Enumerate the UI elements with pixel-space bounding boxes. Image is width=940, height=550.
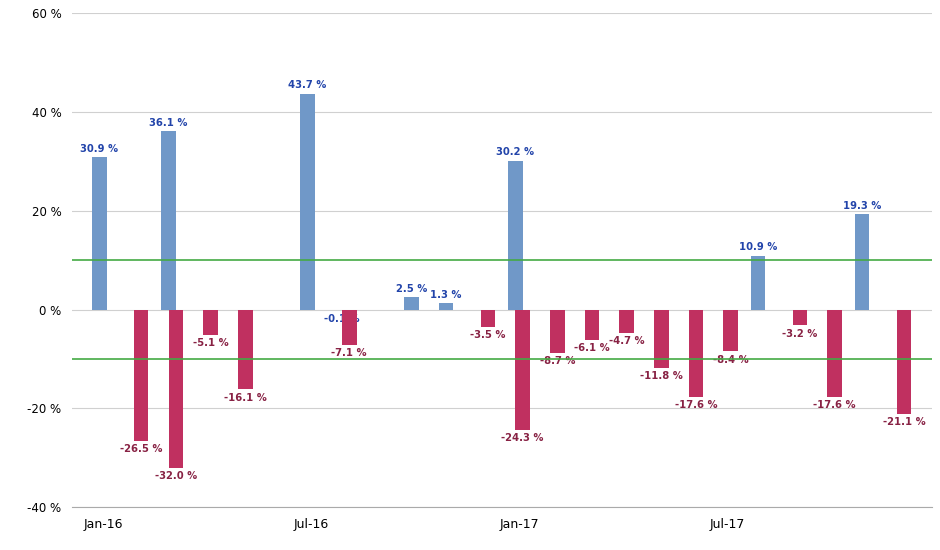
- Bar: [724, 310, 738, 351]
- Text: 19.3 %: 19.3 %: [843, 201, 882, 211]
- Text: 2.5 %: 2.5 %: [396, 284, 427, 294]
- Text: -32.0 %: -32.0 %: [155, 471, 197, 481]
- Text: 30.2 %: 30.2 %: [496, 147, 535, 157]
- Bar: [585, 310, 600, 340]
- Bar: [509, 161, 523, 310]
- Text: -8.7 %: -8.7 %: [540, 356, 575, 366]
- Bar: [827, 310, 842, 397]
- Text: -6.1 %: -6.1 %: [574, 343, 610, 353]
- Text: -4.7 %: -4.7 %: [609, 337, 645, 346]
- Text: -17.6 %: -17.6 %: [675, 400, 717, 410]
- Text: -3.5 %: -3.5 %: [470, 331, 506, 340]
- Text: -21.1 %: -21.1 %: [883, 417, 926, 427]
- Bar: [689, 310, 703, 397]
- Text: 36.1 %: 36.1 %: [149, 118, 188, 128]
- Bar: [897, 310, 912, 414]
- Bar: [162, 131, 176, 310]
- Bar: [203, 310, 218, 335]
- Bar: [342, 310, 356, 345]
- Bar: [168, 310, 183, 468]
- Bar: [550, 310, 565, 353]
- Bar: [751, 256, 765, 310]
- Text: -8.4 %: -8.4 %: [713, 355, 748, 365]
- Text: 30.9 %: 30.9 %: [80, 144, 118, 153]
- Text: -11.8 %: -11.8 %: [640, 371, 682, 381]
- Text: -17.6 %: -17.6 %: [813, 400, 856, 410]
- Text: -3.2 %: -3.2 %: [782, 329, 818, 339]
- Bar: [619, 310, 634, 333]
- Text: -16.1 %: -16.1 %: [224, 393, 267, 403]
- Text: -24.3 %: -24.3 %: [501, 433, 544, 443]
- Bar: [792, 310, 807, 326]
- Text: 43.7 %: 43.7 %: [289, 80, 326, 90]
- Text: 10.9 %: 10.9 %: [739, 243, 777, 252]
- Bar: [854, 214, 870, 310]
- Text: -0.1 %: -0.1 %: [324, 314, 360, 323]
- Bar: [404, 298, 418, 310]
- Bar: [133, 310, 149, 441]
- Bar: [480, 310, 495, 327]
- Bar: [300, 94, 315, 310]
- Text: -7.1 %: -7.1 %: [332, 348, 368, 358]
- Bar: [238, 310, 253, 389]
- Text: 1.3 %: 1.3 %: [431, 290, 462, 300]
- Bar: [92, 157, 106, 310]
- Text: -26.5 %: -26.5 %: [120, 444, 163, 454]
- Bar: [654, 310, 668, 368]
- Bar: [439, 303, 453, 310]
- Text: -5.1 %: -5.1 %: [193, 338, 228, 348]
- Bar: [515, 310, 530, 430]
